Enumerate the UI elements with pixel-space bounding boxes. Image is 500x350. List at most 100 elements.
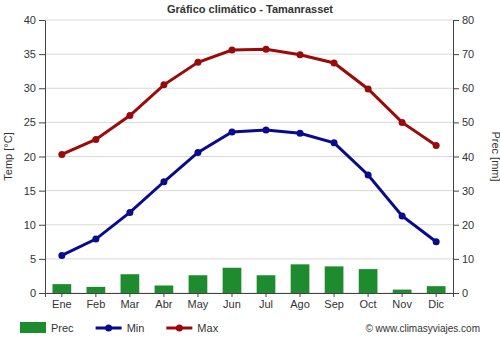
x-tick: Abr: [155, 293, 172, 310]
grid-line: [45, 258, 453, 259]
y-axis-title: Temp [°C]: [2, 132, 14, 180]
marker: [365, 171, 372, 178]
x-tick-mark: [129, 293, 130, 297]
y2-tick-mark: [453, 122, 459, 123]
x-tick-label: Jun: [223, 298, 241, 310]
x-tick: Feb: [86, 293, 105, 310]
y-tick-label: 40: [24, 14, 36, 26]
bar-series: [52, 264, 445, 293]
x-tick-label: Feb: [86, 298, 105, 310]
x-tick-mark: [95, 293, 96, 297]
grid-line: [45, 20, 453, 21]
x-tick-label: Jul: [259, 298, 273, 310]
line-series: [58, 126, 439, 259]
grid: [45, 20, 453, 293]
marker: [297, 51, 304, 58]
y-tick-label: 10: [24, 219, 36, 231]
marker: [194, 149, 201, 156]
y2-tick: 60: [453, 82, 474, 94]
legend-item: Min: [96, 322, 145, 334]
marker: [433, 142, 440, 149]
x-tick: May: [188, 293, 209, 310]
marker: [160, 178, 167, 185]
y2-tick: 80: [453, 14, 474, 26]
x-tick: Jul: [259, 293, 273, 310]
marker: [331, 139, 338, 146]
bar: [87, 287, 106, 293]
y2-tick-label: 60: [462, 82, 474, 94]
y-tick-mark: [39, 54, 45, 55]
line: [62, 49, 436, 154]
y2-axis-title: Prec [mm]: [490, 131, 500, 181]
y2-tick-mark: [453, 54, 459, 55]
x-tick-mark: [61, 293, 62, 297]
x-tick-label: Ago: [290, 298, 310, 310]
marker: [160, 81, 167, 88]
y2-tick: 20: [453, 219, 474, 231]
marker: [228, 47, 235, 54]
x-tick-mark: [231, 293, 232, 297]
legend-item: Prec: [20, 322, 74, 334]
line: [62, 130, 436, 256]
legend-label: Prec: [51, 322, 74, 334]
bar: [393, 290, 412, 293]
x-tick-label: Ene: [52, 298, 72, 310]
y-tick-label: 0: [30, 287, 36, 299]
y-tick-mark: [39, 157, 45, 158]
x-tick: Mar: [120, 293, 139, 310]
bar: [189, 275, 208, 293]
marker: [194, 59, 201, 66]
y2-tick-mark: [453, 88, 459, 89]
y2-tick-label: 50: [462, 116, 474, 128]
x-tick-mark: [436, 293, 437, 297]
x-tick-label: Dic: [428, 298, 444, 310]
y2-tick-label: 20: [462, 219, 474, 231]
y-tick-mark: [39, 88, 45, 89]
y-tick-mark: [39, 122, 45, 123]
y-tick: 5: [30, 253, 45, 265]
y-tick-label: 20: [24, 151, 36, 163]
marker: [58, 252, 65, 259]
y-tick-mark: [39, 20, 45, 21]
bar: [359, 269, 378, 293]
legend-swatch: [20, 322, 46, 333]
marker: [92, 236, 99, 243]
marker: [263, 126, 270, 133]
marker: [399, 212, 406, 219]
y2-tick-mark: [453, 225, 459, 226]
x-tick-label: Mar: [120, 298, 139, 310]
x-tick-label: Oct: [360, 298, 377, 310]
marker: [399, 119, 406, 126]
x-tick: Ago: [290, 293, 310, 310]
bar: [325, 266, 344, 293]
y2-tick: 50: [453, 116, 474, 128]
bar: [223, 268, 242, 293]
marker: [58, 151, 65, 158]
y-tick: 35: [24, 48, 45, 60]
x-tick-mark: [368, 293, 369, 297]
x-tick: Oct: [360, 293, 377, 310]
x-tick-mark: [163, 293, 164, 297]
y2-tick-mark: [453, 157, 459, 158]
x-tick: Jun: [223, 293, 241, 310]
y2-tick-label: 10: [462, 253, 474, 265]
y-tick: 15: [24, 185, 45, 197]
bar: [427, 286, 446, 293]
y-axis: 0510152025303540: [24, 14, 46, 299]
axis-line: [45, 21, 46, 294]
x-axis: EneFebMarAbrMayJunJulAgoSepOctNovDic: [46, 293, 454, 310]
marker: [433, 238, 440, 245]
grid-line: [45, 88, 453, 89]
grid-line: [45, 54, 453, 55]
y2-tick: 10: [453, 253, 474, 265]
x-tick-mark: [197, 293, 198, 297]
x-tick-label: Abr: [155, 298, 172, 310]
bar: [257, 275, 276, 293]
y-tick: 40: [24, 14, 45, 26]
y2-tick-label: 40: [462, 151, 474, 163]
y-tick: 30: [24, 82, 45, 94]
y-tick: 0: [30, 287, 45, 299]
x-tick-mark: [300, 293, 301, 297]
legend-label: Max: [197, 322, 218, 334]
bar: [155, 285, 174, 293]
